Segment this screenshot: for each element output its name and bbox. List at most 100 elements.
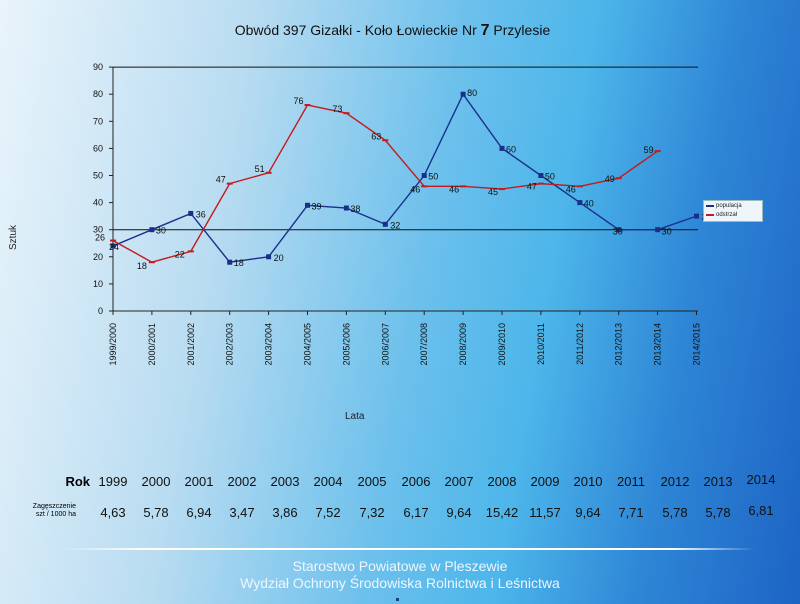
y-tick-label-50: 50 xyxy=(93,171,103,181)
density-cell: 3,47 xyxy=(229,505,255,520)
y-tick-label-30: 30 xyxy=(93,225,103,235)
year-cell: 2008 xyxy=(487,474,517,489)
density-cell: 11,57 xyxy=(529,505,561,520)
year-cell: 2009 xyxy=(530,474,560,489)
x-tick-label-10: 2009/2010 xyxy=(497,323,507,366)
chart-title: Obwód 397 Gizałki - Koło Łowieckie Nr 7 … xyxy=(0,22,785,40)
year-cell: 2000 xyxy=(141,474,171,489)
point-populacja-0 xyxy=(110,243,116,249)
x-tick-label-11: 2010/2011 xyxy=(536,323,546,365)
legend-item-populacja: populacja xyxy=(704,201,762,210)
density-cell: 15,42 xyxy=(485,505,519,520)
data-label-odstrzał-13: 49 xyxy=(605,174,615,184)
density-header-line2: szt / 1000 ha xyxy=(35,511,76,518)
data-label-populacja-2: 36 xyxy=(196,209,206,219)
x-tick-label-4: 2003/2004 xyxy=(264,323,274,366)
data-label-odstrzał-9: 46 xyxy=(449,184,459,194)
y-tick-label-40: 40 xyxy=(93,198,103,208)
x-axis-label: Lata xyxy=(345,411,365,422)
density-cell: 7,32 xyxy=(359,505,385,520)
data-label-populacja-8: 50 xyxy=(428,172,438,182)
data-label-populacja-10: 60 xyxy=(506,144,516,154)
chart-title-pre: Obwód 397 Gizałki - Koło Łowieckie Nr xyxy=(234,22,481,38)
year-row-header: Rok xyxy=(65,474,90,489)
x-tick-label-1: 2000/2001 xyxy=(147,323,157,366)
legend-label-odstrzal: odstrzał xyxy=(716,211,738,218)
data-label-odstrzał-11: 47 xyxy=(527,182,537,192)
point-populacja-5 xyxy=(305,202,310,208)
separator-line xyxy=(60,548,755,550)
year-cell: 2013 xyxy=(703,474,733,489)
x-tick-label-12: 2011/2012 xyxy=(575,323,585,365)
point-populacja-13 xyxy=(616,227,622,233)
data-label-odstrzał-10: 45 xyxy=(488,187,498,197)
y-tick-label-10: 10 xyxy=(93,279,103,289)
data-label-populacja-3: 18 xyxy=(234,258,244,268)
data-label-populacja-1: 30 xyxy=(156,226,166,236)
point-populacja-6 xyxy=(343,205,349,211)
year-cell: 2014 xyxy=(746,472,776,487)
footer-line1: Starostwo Powiatowe w Pleszewie xyxy=(292,558,508,574)
y-tick-label-60: 60 xyxy=(93,143,103,153)
x-tick-label-13: 2012/2013 xyxy=(614,323,624,366)
data-label-odstrzał-6: 73 xyxy=(332,104,342,114)
year-cell: 2001 xyxy=(184,474,214,489)
data-label-populacja-14: 30 xyxy=(662,227,672,237)
data-label-odstrzał-3: 47 xyxy=(216,175,226,185)
density-cell: 9,64 xyxy=(575,505,601,520)
x-tick-label-14: 2013/2014 xyxy=(653,323,663,366)
data-label-odstrzał-4: 51 xyxy=(255,164,265,174)
data-label-populacja-12: 40 xyxy=(584,199,594,209)
density-cell: 6,81 xyxy=(748,503,774,518)
legend-swatch-odstrzal xyxy=(706,213,714,216)
x-tick-label-3: 2002/2003 xyxy=(225,323,235,366)
year-cell: 2002 xyxy=(227,474,257,489)
density-cell: 7,71 xyxy=(618,505,644,520)
data-label-odstrzał-1: 18 xyxy=(137,261,147,271)
bottom-marker xyxy=(396,598,399,601)
footer-line2: Wydział Ochrony Środowiska Rolnictwa i L… xyxy=(240,575,560,591)
point-populacja-11 xyxy=(538,173,544,178)
x-tick-label-15: 2014/2015 xyxy=(692,323,702,366)
point-populacja-10 xyxy=(499,145,505,151)
density-row-header: Zagęszczenie szt / 1000 ha xyxy=(10,503,76,519)
legend-label-populacja: populacja xyxy=(716,202,742,209)
point-populacja-4 xyxy=(266,254,272,260)
year-cell: 2006 xyxy=(401,474,431,489)
x-tick-label-0: 1999/2000 xyxy=(108,323,118,366)
data-label-populacja-5: 39 xyxy=(312,201,322,211)
density-cell: 5,78 xyxy=(662,505,688,520)
x-tick-label-2: 2001/2002 xyxy=(186,323,196,366)
point-populacja-14 xyxy=(655,227,661,233)
data-label-populacja-6: 38 xyxy=(350,204,360,214)
point-populacja-8 xyxy=(421,173,427,178)
year-cell: 2003 xyxy=(270,474,300,489)
data-label-odstrzał-12: 46 xyxy=(566,184,576,194)
chart-title-number: 7 xyxy=(480,22,490,39)
point-populacja-12 xyxy=(577,200,583,206)
density-cell: 4,63 xyxy=(100,505,126,520)
x-tick-label-9: 2008/2009 xyxy=(458,323,468,366)
data-label-odstrzał-2: 22 xyxy=(175,249,185,259)
y-tick-label-90: 90 xyxy=(93,62,103,72)
year-cell: 1999 xyxy=(98,474,128,489)
y-axis-label: Sztuk xyxy=(8,224,19,250)
legend-item-odstrzal: odstrzał xyxy=(704,210,762,219)
data-label-populacja-13: 30 xyxy=(613,227,623,237)
data-label-populacja-0: 24 xyxy=(109,242,119,252)
line-chart: 0 10 20 30 40 50 60 70 80 90 1999/2000 2000/2001 200… xyxy=(93,62,712,366)
point-populacja-9 xyxy=(460,91,466,97)
year-cell: 2005 xyxy=(357,474,387,489)
series-line-odstrzał xyxy=(112,104,659,263)
year-cell: 2004 xyxy=(313,474,343,489)
y-tick-label-0: 0 xyxy=(98,306,103,316)
series-line-populacja xyxy=(112,92,697,263)
data-label-populacja-4: 20 xyxy=(274,253,284,263)
x-tick-label-8: 2007/2008 xyxy=(419,323,429,366)
year-cell: 2010 xyxy=(573,474,603,489)
data-label-odstrzał-0: 26 xyxy=(95,233,105,243)
density-cell: 5,78 xyxy=(143,505,169,520)
point-populacja-2 xyxy=(188,210,194,216)
data-label-odstrzał-5: 76 xyxy=(294,96,304,106)
year-cell: 2011 xyxy=(617,474,645,489)
